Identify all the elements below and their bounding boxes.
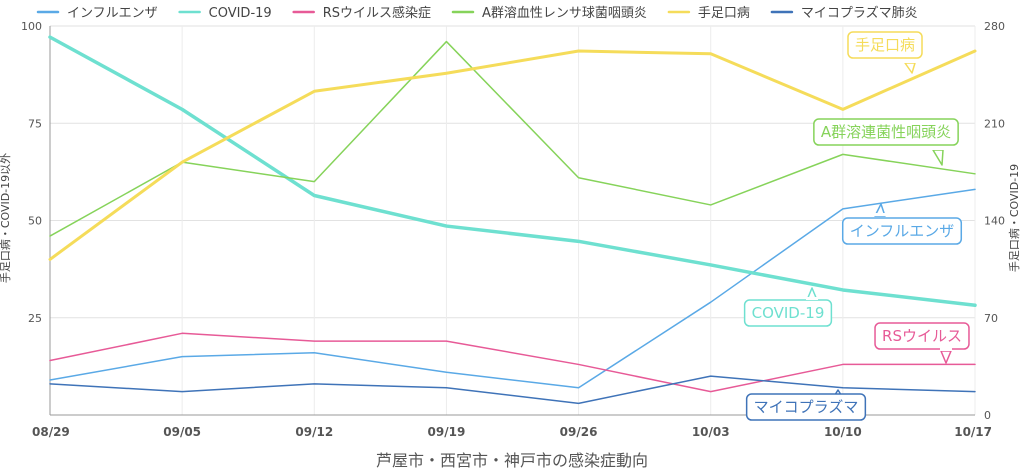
legend-label: RSウイルス感染症 bbox=[323, 5, 431, 21]
series-line bbox=[48, 49, 977, 261]
right-axis-title: 手足口病・COVID-19 bbox=[1007, 164, 1021, 272]
callout-pointer bbox=[940, 350, 952, 364]
right-tick-label: 0 bbox=[984, 409, 991, 422]
callout-box bbox=[841, 217, 963, 245]
x-tick-label: 08/29 bbox=[32, 425, 70, 439]
x-tick-label: 09/05 bbox=[163, 425, 201, 439]
callout-pointer-cover bbox=[832, 395, 844, 398]
left-tick-label: 100 bbox=[21, 20, 42, 33]
right-tick-label: 210 bbox=[984, 117, 1005, 130]
callout-label: A群溶連菌性咽頭炎 bbox=[821, 123, 951, 141]
series-line bbox=[49, 375, 976, 405]
series-callout: マイコプラズマ bbox=[745, 389, 867, 421]
x-tick-label: 10/03 bbox=[692, 425, 730, 439]
callout-pointer-cover bbox=[806, 297, 818, 300]
callout-label: 手足口病 bbox=[855, 36, 915, 54]
x-tick-label: 09/19 bbox=[428, 425, 466, 439]
left-tick-label: 25 bbox=[28, 312, 42, 325]
x-tick-label: 09/26 bbox=[560, 425, 598, 439]
left-axis-title: 手足口病・COVID-19以外 bbox=[0, 153, 12, 283]
callout-box bbox=[813, 118, 959, 146]
series-callout: COVID-19 bbox=[743, 287, 833, 327]
legend-label: 手足口病 bbox=[698, 6, 750, 21]
callout-box bbox=[874, 322, 970, 350]
legend-item[interactable]: RSウイルス感染症 bbox=[292, 5, 431, 21]
callout-label: COVID-19 bbox=[752, 304, 825, 322]
callout-label: RSウイルス bbox=[882, 327, 962, 345]
right-tick-label: 70 bbox=[984, 312, 998, 325]
legend-label: A群溶血性レンサ球菌咽頭炎 bbox=[482, 6, 647, 21]
series-line bbox=[49, 40, 976, 237]
callout-label: マイコプラズマ bbox=[754, 398, 859, 416]
x-tick-label: 09/12 bbox=[295, 425, 333, 439]
legend-label: COVID-19 bbox=[209, 6, 272, 21]
series-line bbox=[48, 35, 977, 307]
legend-item[interactable]: COVID-19 bbox=[178, 6, 272, 21]
series-callout: A群溶連菌性咽頭炎 bbox=[813, 118, 959, 166]
callout-box bbox=[847, 31, 923, 59]
right-tick-label: 280 bbox=[984, 20, 1005, 33]
legend-item[interactable]: インフルエンザ bbox=[36, 6, 158, 21]
series-callout: RSウイルス bbox=[874, 322, 970, 364]
callout-box bbox=[745, 393, 867, 421]
left-tick-label: 50 bbox=[28, 215, 42, 228]
callout-label: インフルエンザ bbox=[850, 222, 955, 240]
series-line bbox=[49, 188, 976, 389]
right-tick-label: 140 bbox=[984, 215, 1005, 228]
x-tick-label: 10/10 bbox=[824, 425, 862, 439]
series-callout: 手足口病 bbox=[847, 31, 923, 74]
legend-item[interactable]: マイコプラズマ肺炎 bbox=[770, 5, 918, 21]
callout-pointer-cover bbox=[904, 60, 916, 63]
callout-pointer bbox=[904, 62, 916, 74]
series-callout: インフルエンザ bbox=[841, 203, 963, 245]
legend-item[interactable]: A群溶血性レンサ球菌咽頭炎 bbox=[451, 6, 647, 21]
x-tick-label: 10/17 bbox=[954, 425, 992, 439]
callout-pointer-cover bbox=[940, 348, 952, 351]
x-axis-title: 芦屋市・西宮市・神戸市の感染症動向 bbox=[376, 451, 648, 470]
left-tick-label: 75 bbox=[28, 117, 42, 130]
series-line bbox=[49, 332, 976, 393]
callout-pointer-cover bbox=[874, 213, 886, 216]
legend-label: インフルエンザ bbox=[67, 6, 158, 21]
series-lines bbox=[48, 35, 977, 405]
callout-pointer bbox=[932, 149, 944, 166]
callout-box bbox=[743, 299, 833, 327]
legend[interactable]: インフルエンザ COVID-19 RSウイルス感染症 A群溶血性レンサ球菌咽頭炎 手足口… bbox=[36, 5, 918, 21]
legend-item[interactable]: 手足口病 bbox=[667, 6, 750, 21]
callout-pointer-cover bbox=[932, 147, 944, 150]
legend-label: マイコプラズマ肺炎 bbox=[801, 5, 918, 21]
